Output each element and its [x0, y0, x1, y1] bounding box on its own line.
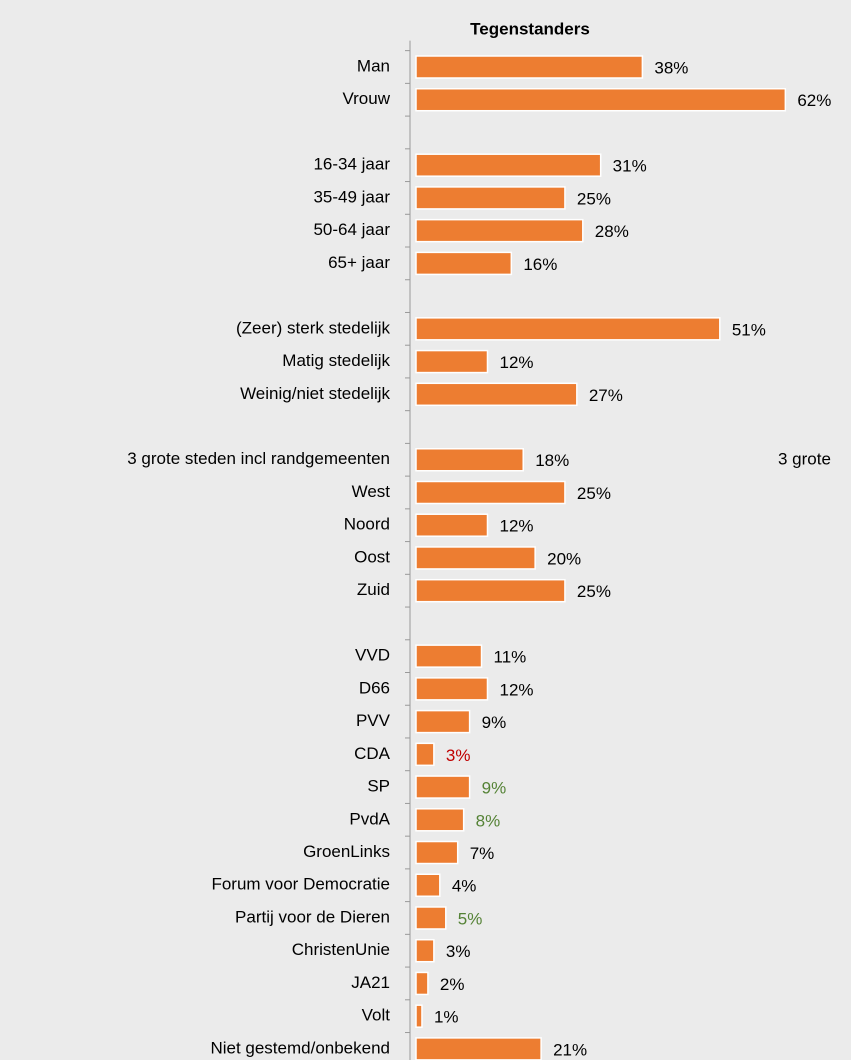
value-label: 8%	[476, 811, 501, 830]
category-label: ChristenUnie	[292, 940, 390, 959]
value-label: 9%	[482, 779, 507, 798]
value-label: 11%	[494, 648, 527, 667]
value-label: 1%	[434, 1008, 459, 1027]
bar	[415, 775, 471, 799]
bar	[415, 448, 524, 472]
value-label: 27%	[589, 386, 623, 405]
value-label: 31%	[613, 157, 647, 176]
bar	[415, 971, 429, 996]
value-label: 3%	[446, 942, 471, 961]
bar	[415, 317, 721, 341]
category-label: Weinig/niet stedelijk	[240, 384, 390, 403]
value-label: 16%	[523, 255, 557, 274]
category-label: SP	[367, 777, 390, 796]
bar	[415, 513, 489, 537]
value-label: 12%	[499, 680, 533, 699]
category-label: Oost	[354, 547, 390, 566]
value-label: 25%	[577, 189, 611, 208]
bar	[415, 218, 584, 243]
value-label: 7%	[470, 844, 495, 863]
category-label: 3 grote steden incl randgemeenten	[127, 449, 390, 468]
value-label: 12%	[499, 353, 533, 372]
annotation: 3 grote	[778, 449, 831, 468]
category-label: Man	[357, 56, 390, 75]
bar	[415, 644, 483, 668]
bar	[415, 251, 513, 276]
category-label: D66	[359, 678, 390, 697]
category-label: VVD	[355, 646, 390, 665]
category-label: Noord	[344, 515, 390, 534]
category-label: 65+ jaar	[328, 253, 390, 272]
value-label: 25%	[577, 484, 611, 503]
bar	[415, 709, 471, 734]
bar	[415, 938, 435, 963]
value-label: 3%	[446, 746, 471, 765]
category-label: Niet gestemd/onbekend	[210, 1038, 390, 1057]
value-label: 25%	[577, 582, 611, 601]
category-label: 16-34 jaar	[313, 155, 390, 174]
bar	[415, 906, 447, 930]
bar	[415, 808, 465, 832]
category-label: PVV	[356, 711, 391, 730]
category-label: CDA	[354, 744, 391, 763]
value-label: 38%	[654, 58, 688, 77]
category-label: PvdA	[349, 809, 390, 828]
category-label: Forum voor Democratie	[211, 875, 390, 894]
bar	[415, 55, 644, 79]
category-label: Volt	[362, 1006, 391, 1025]
value-label: 4%	[452, 877, 477, 896]
value-label: 12%	[499, 517, 533, 536]
chart-title: Tegenstanders	[470, 19, 590, 38]
bar	[415, 382, 578, 407]
bar	[415, 578, 566, 603]
value-label: 21%	[553, 1040, 587, 1059]
category-label: Partij voor de Dieren	[235, 907, 390, 926]
value-label: 51%	[732, 320, 766, 339]
value-label: 20%	[547, 549, 581, 568]
bar	[415, 87, 787, 112]
category-label: JA21	[351, 973, 390, 992]
category-label: 35-49 jaar	[313, 187, 390, 206]
value-label: 28%	[595, 222, 629, 241]
value-label: 5%	[458, 909, 483, 928]
bar	[415, 873, 441, 897]
value-label: 2%	[440, 975, 465, 994]
bar	[415, 1004, 423, 1028]
bar	[415, 742, 435, 767]
category-label: (Zeer) sterk stedelijk	[236, 318, 390, 337]
value-label: 9%	[482, 713, 507, 732]
value-label: 18%	[535, 451, 569, 470]
bar	[415, 677, 489, 701]
bar	[415, 153, 602, 177]
bar	[415, 1037, 542, 1060]
category-label: 50-64 jaar	[313, 220, 390, 239]
bar	[415, 546, 536, 570]
bar	[415, 186, 566, 210]
value-label: 62%	[797, 91, 831, 110]
bar	[415, 349, 489, 374]
category-label: Vrouw	[342, 89, 390, 108]
category-label: Matig stedelijk	[282, 351, 390, 370]
bar	[415, 480, 566, 505]
bar	[415, 840, 459, 865]
category-label: West	[352, 482, 391, 501]
category-label: Zuid	[357, 580, 390, 599]
category-label: GroenLinks	[303, 842, 390, 861]
